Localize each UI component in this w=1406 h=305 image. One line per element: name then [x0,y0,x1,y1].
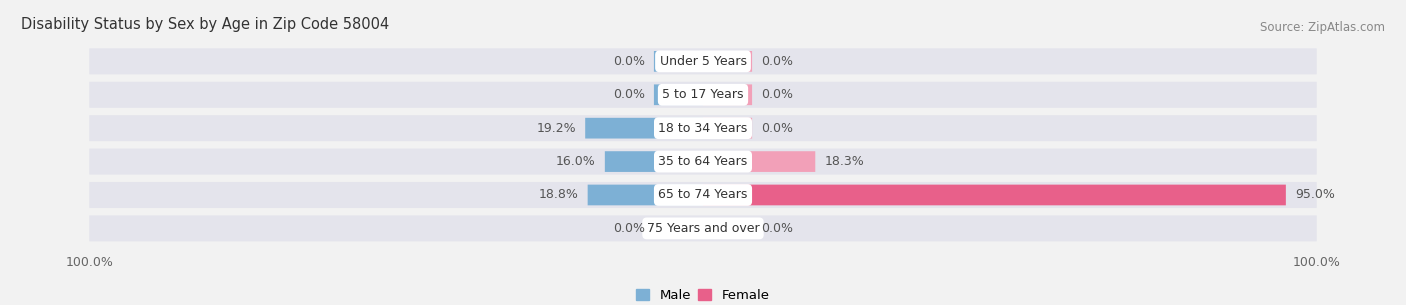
FancyBboxPatch shape [89,215,1317,242]
Text: 5 to 17 Years: 5 to 17 Years [662,88,744,101]
FancyBboxPatch shape [654,218,703,239]
Text: 75 Years and over: 75 Years and over [647,222,759,235]
FancyBboxPatch shape [605,151,703,172]
FancyBboxPatch shape [588,185,703,205]
Text: 0.0%: 0.0% [761,222,793,235]
Legend: Male, Female: Male, Female [636,289,770,303]
Text: 0.0%: 0.0% [761,55,793,68]
Text: 35 to 64 Years: 35 to 64 Years [658,155,748,168]
Text: 95.0%: 95.0% [1295,188,1334,202]
FancyBboxPatch shape [89,115,1317,141]
FancyBboxPatch shape [703,185,1286,205]
FancyBboxPatch shape [89,149,1317,174]
FancyBboxPatch shape [703,84,752,105]
Text: 19.2%: 19.2% [536,122,576,135]
Text: Source: ZipAtlas.com: Source: ZipAtlas.com [1260,21,1385,34]
FancyBboxPatch shape [89,182,1317,208]
Text: 65 to 74 Years: 65 to 74 Years [658,188,748,202]
FancyBboxPatch shape [703,218,752,239]
FancyBboxPatch shape [89,48,1317,74]
Text: 18.3%: 18.3% [824,155,865,168]
Text: 0.0%: 0.0% [613,88,645,101]
FancyBboxPatch shape [585,118,703,138]
FancyBboxPatch shape [703,51,752,72]
Text: Disability Status by Sex by Age in Zip Code 58004: Disability Status by Sex by Age in Zip C… [21,16,389,31]
Text: Under 5 Years: Under 5 Years [659,55,747,68]
FancyBboxPatch shape [703,151,815,172]
Text: 0.0%: 0.0% [613,222,645,235]
FancyBboxPatch shape [703,118,752,138]
Text: 0.0%: 0.0% [761,88,793,101]
FancyBboxPatch shape [89,82,1317,108]
FancyBboxPatch shape [654,84,703,105]
Text: 18 to 34 Years: 18 to 34 Years [658,122,748,135]
Text: 0.0%: 0.0% [761,122,793,135]
Text: 0.0%: 0.0% [613,55,645,68]
Text: 18.8%: 18.8% [538,188,578,202]
FancyBboxPatch shape [654,51,703,72]
Text: 16.0%: 16.0% [555,155,596,168]
